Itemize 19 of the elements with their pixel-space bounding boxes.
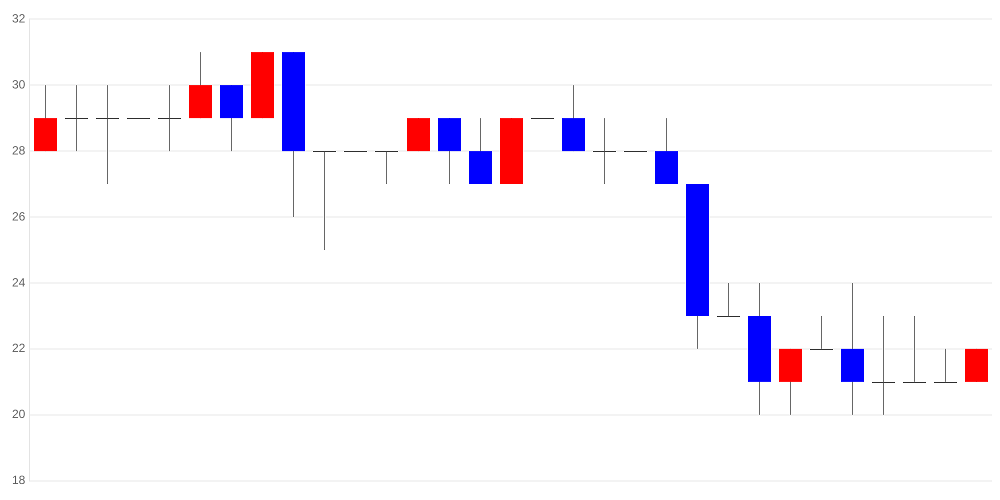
y-tick-label: 30	[12, 77, 26, 92]
candlestick	[592, 118, 616, 185]
candlestick	[716, 282, 740, 317]
candlestick	[374, 150, 398, 185]
candlestick	[64, 84, 88, 152]
candlestick	[902, 315, 926, 383]
y-tick-label: 20	[12, 407, 26, 422]
candlestick	[312, 150, 336, 250]
candlestick	[96, 84, 120, 185]
candlestick	[810, 315, 834, 350]
y-tick-label: 28	[12, 143, 26, 158]
y-tick-label: 32	[12, 12, 26, 26]
candlestick	[872, 315, 896, 416]
y-tick-label: 26	[12, 209, 26, 224]
y-tick-label: 22	[12, 341, 26, 356]
candlestick	[158, 84, 182, 152]
y-tick-label: 24	[12, 275, 26, 290]
y-tick-label: 18	[12, 473, 26, 488]
candlestick	[934, 348, 958, 383]
